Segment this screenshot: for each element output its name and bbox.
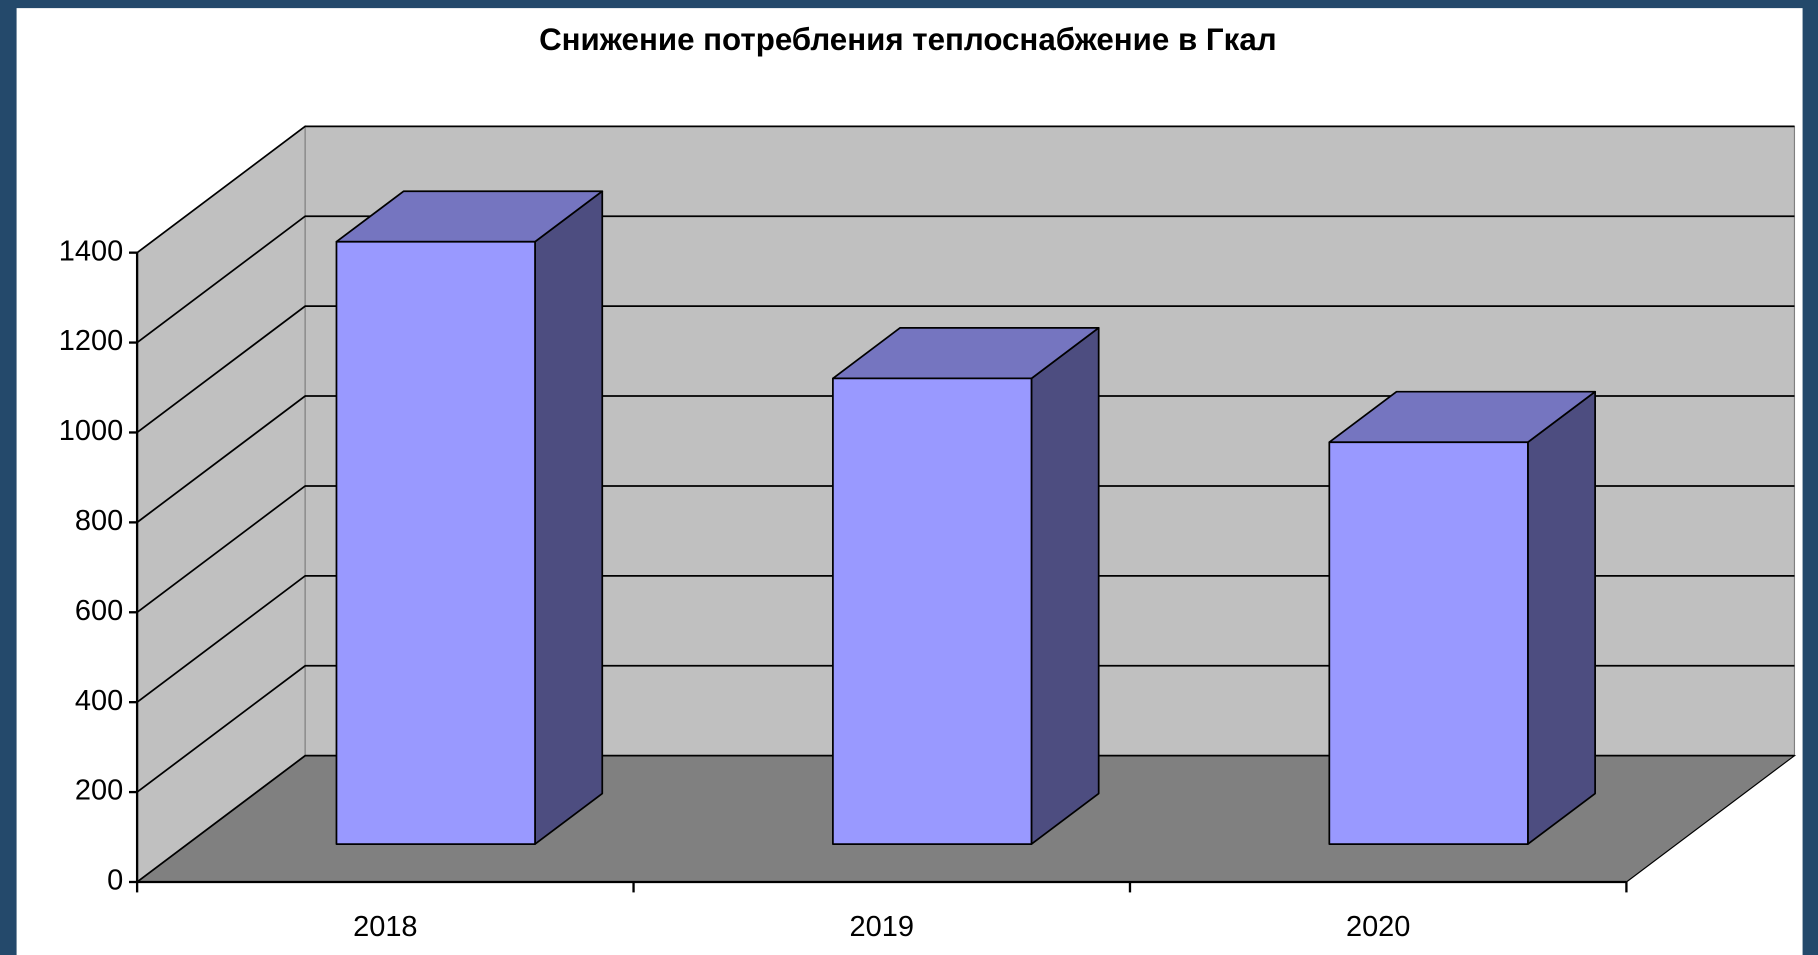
y-tick-label: 800 bbox=[75, 505, 123, 537]
grid-line bbox=[136, 754, 1795, 883]
bar bbox=[832, 377, 1033, 845]
y-tick-label: 1200 bbox=[59, 325, 123, 357]
y-tick-label: 0 bbox=[107, 865, 123, 897]
bar-side bbox=[1527, 390, 1596, 845]
x-tick-label: 2019 bbox=[850, 911, 914, 943]
y-tick-label: 200 bbox=[75, 775, 123, 807]
grid-line bbox=[136, 574, 1795, 703]
y-tick-label: 400 bbox=[75, 685, 123, 717]
y-tick-label: 1000 bbox=[59, 415, 123, 447]
chart-title: Снижение потребления теплоснабжение в Гк… bbox=[539, 22, 1277, 57]
grid-line bbox=[136, 485, 1795, 613]
plot: 0 200 400 600 800 1000 1200 1400 2018 2019 2020 bbox=[59, 125, 1797, 943]
y-tick-label: 600 bbox=[75, 595, 123, 627]
x-tick-label: 2020 bbox=[1346, 911, 1410, 943]
grid-line bbox=[136, 395, 1795, 524]
grid-line bbox=[136, 664, 1795, 793]
grid-line bbox=[136, 305, 1795, 434]
bar bbox=[1328, 441, 1529, 845]
bar-side bbox=[1030, 326, 1100, 845]
bar bbox=[335, 240, 536, 845]
y-tick-label: 1400 bbox=[59, 235, 123, 267]
bar-side bbox=[534, 190, 604, 845]
grid-line bbox=[136, 215, 1795, 344]
grid-line bbox=[136, 125, 1795, 254]
x-tick-label: 2018 bbox=[353, 911, 417, 943]
